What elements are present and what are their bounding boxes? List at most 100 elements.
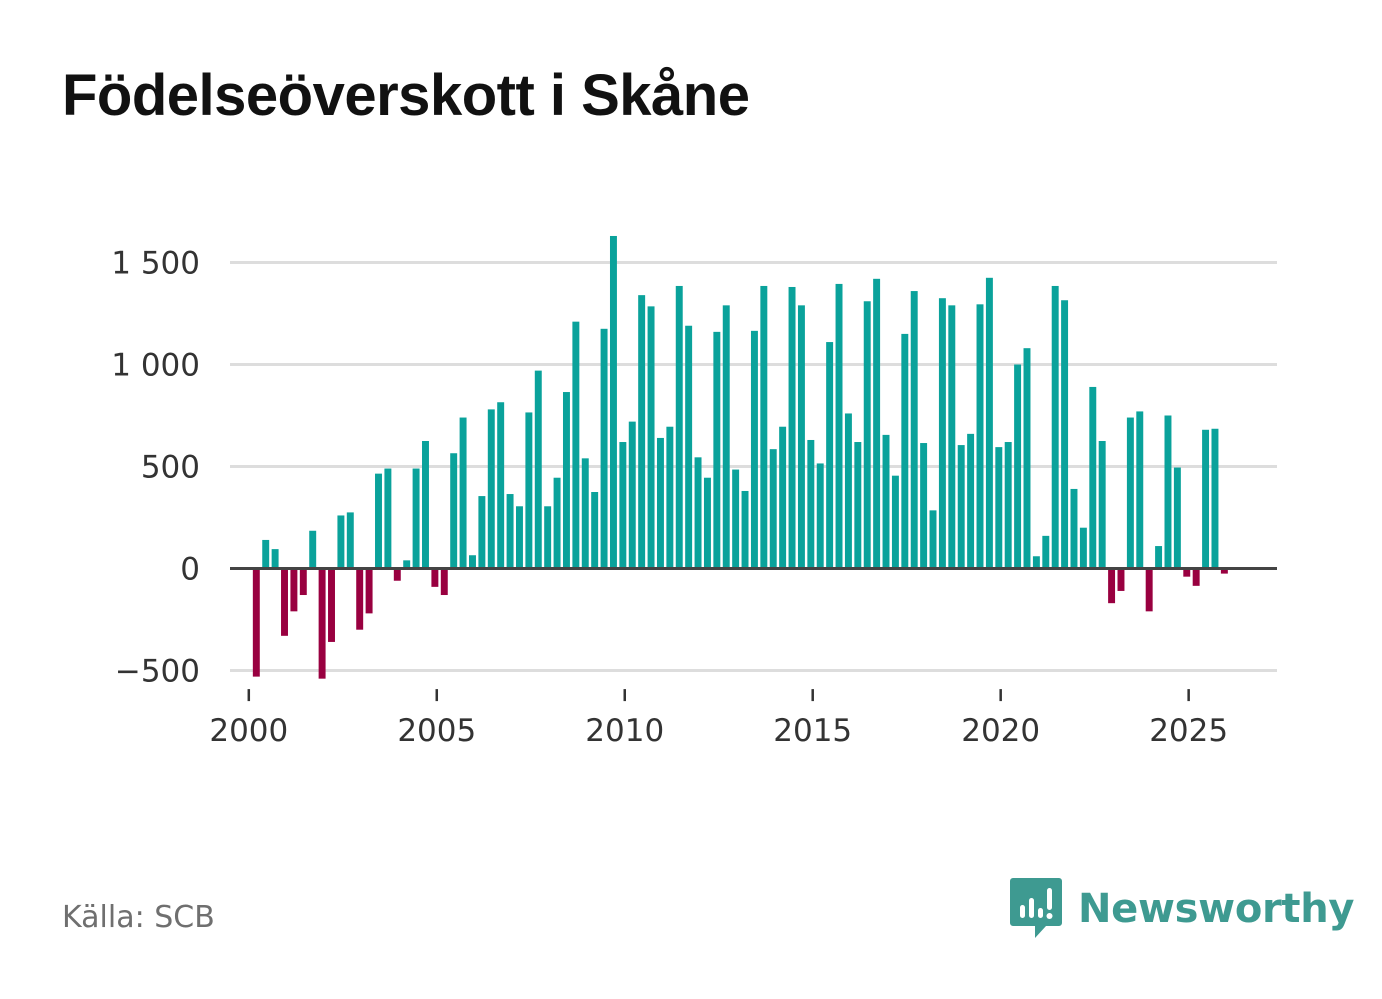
bar [1220,568,1228,574]
bar [760,285,768,569]
bar [403,560,411,569]
bar [478,496,486,569]
bar [1192,568,1200,586]
bar [318,568,326,679]
bar [694,457,702,569]
bar [469,555,476,569]
y-tick-label: 1 000 [111,348,200,384]
bar [1126,417,1134,569]
bar [544,506,552,569]
bar [328,568,335,642]
bar [525,412,533,569]
bar [628,421,636,569]
bars [252,235,1228,679]
brand-name: Newsworthy [1078,886,1355,932]
bar [487,409,495,569]
bar [252,568,260,677]
brand-logo: Newsworthy [1010,876,1355,942]
bar [506,494,514,569]
bar [299,568,307,596]
bar [835,283,843,569]
bar [591,492,599,569]
y-tick-label: 1 500 [111,246,200,282]
bar [1061,300,1069,569]
bar [675,285,683,569]
newsworthy-logo-icon [1010,878,1062,938]
x-axis: 2000 2005 2010 2015 2020 2025 [209,689,1228,749]
bar [976,304,984,569]
bar [1108,568,1116,604]
bar [346,512,354,569]
bar [957,445,965,569]
bar [1089,386,1097,569]
bar [553,477,561,569]
bar [854,442,862,569]
bar [1098,441,1106,569]
bar [281,568,288,636]
bar [985,277,993,569]
bar [844,413,852,569]
bar [967,433,975,569]
bar [356,568,364,630]
bar [600,328,608,569]
bar [797,305,805,569]
bar [384,468,392,569]
bar [1014,364,1022,569]
bar [572,321,580,569]
bar [609,235,617,569]
x-tick-label: 2010 [585,713,664,749]
bar [638,295,646,569]
bar [779,426,787,569]
bar [938,298,946,569]
bar [713,331,721,569]
bar [1202,429,1210,569]
bar [1004,442,1012,569]
bar [262,539,270,569]
x-tick-label: 2005 [397,713,476,749]
bar [431,568,439,587]
bar [1079,527,1087,569]
bar [1145,568,1153,612]
bar [497,402,505,569]
bar [516,506,523,569]
bar [948,305,956,569]
bar [863,301,871,569]
bar [891,475,899,569]
bar [732,469,740,569]
source-label: Källa: SCB [62,900,215,935]
bar [365,568,373,614]
bar [816,463,824,569]
bar [290,568,298,612]
bar [1211,428,1219,569]
bar [722,305,730,569]
bar [910,291,918,569]
bar [440,568,448,596]
bar [459,417,467,569]
bar [393,568,401,581]
y-axis: −500 0 500 1 000 1 500 [111,246,200,690]
bar [1032,556,1040,569]
bar [1051,285,1059,569]
x-tick-label: 2000 [209,713,288,749]
bar [1173,467,1181,569]
bar [666,426,674,569]
bar [422,441,429,569]
bar [769,449,777,569]
bar [1155,546,1163,569]
bar [375,473,382,569]
bar [882,434,890,569]
bar [1136,411,1144,569]
bar [750,330,758,569]
x-tick-label: 2025 [1149,713,1228,749]
bar [788,286,796,569]
bar [1070,488,1078,569]
bar [450,453,458,569]
bar [807,439,815,569]
bar [920,443,928,569]
y-tick-label: 500 [141,450,200,486]
bar [1183,568,1191,577]
bar [656,437,664,569]
bar [534,370,542,569]
bar [309,530,317,569]
